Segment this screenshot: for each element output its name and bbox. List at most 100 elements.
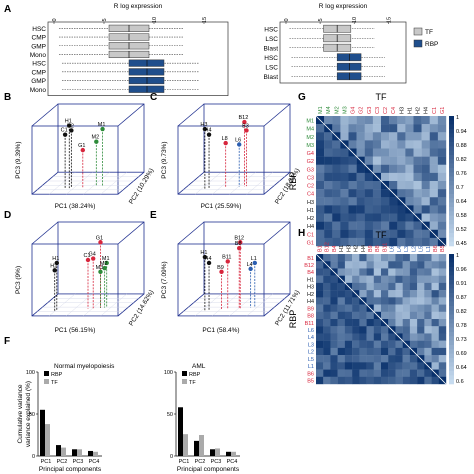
heat-cell xyxy=(356,197,365,206)
heat-cell xyxy=(424,290,432,298)
heat-g-row-label: M1 xyxy=(306,119,314,125)
heat-g-col-label: M4 xyxy=(326,106,332,114)
heat-cell xyxy=(373,347,382,356)
heat-cell xyxy=(388,347,396,356)
heat-h-row-label: B12 xyxy=(304,263,314,269)
heat-cell xyxy=(424,297,432,305)
heat-cell xyxy=(395,355,403,363)
heat-cell xyxy=(437,197,447,206)
heat-g-col-label: M3 xyxy=(342,106,348,114)
heat-cell xyxy=(344,290,353,298)
heat-h-row-label: B5 xyxy=(307,379,314,385)
box-left-box xyxy=(128,85,165,93)
heat-cell xyxy=(316,205,325,214)
heat-cell xyxy=(395,254,403,262)
heat-cell xyxy=(381,275,389,284)
bar-category-label: PC1 xyxy=(41,459,52,465)
heat-cell xyxy=(324,156,333,165)
heat-cell xyxy=(323,326,331,334)
heat-cell xyxy=(437,148,447,157)
heat-cell xyxy=(388,254,396,262)
heat-cell xyxy=(344,304,353,312)
heat-cell xyxy=(405,189,414,198)
bar-tf-pc3 xyxy=(215,448,220,456)
heat-g-scale-label: 0.88 xyxy=(456,143,467,149)
cube-back-face xyxy=(57,221,145,295)
heat-h-col-label: H3 xyxy=(346,245,352,252)
heat-cell xyxy=(397,237,406,247)
heat-h-row-label: B6 xyxy=(307,371,314,377)
heat-h-row-label: B9 xyxy=(307,306,314,312)
heat-h-col-label: L5 xyxy=(419,246,425,252)
heat-cell xyxy=(330,369,338,377)
heat-cell xyxy=(438,326,447,334)
heat-cell xyxy=(372,213,382,222)
pca-point-label: G4 xyxy=(89,252,96,258)
heat-cell xyxy=(381,268,389,276)
bar-y-tick-label: 100 xyxy=(26,370,35,376)
box-right-row-label: Blast xyxy=(264,45,279,52)
heat-cell xyxy=(437,205,447,214)
legend-swatch-tf xyxy=(413,27,423,36)
pca-point-label: B12 xyxy=(239,115,249,121)
heat-cell xyxy=(395,282,403,291)
pca-point-b3 xyxy=(244,128,249,133)
heat-cell xyxy=(359,261,367,269)
heat-g-row-label: H3 xyxy=(307,200,314,206)
heat-g-col-label: H3 xyxy=(399,107,405,114)
heat-cell xyxy=(395,268,403,276)
box-left-row-label: HSC xyxy=(32,26,46,33)
pca-point-label: B9 xyxy=(217,265,224,271)
heat-cell xyxy=(352,319,360,327)
heat-cell xyxy=(332,116,341,125)
heat-cell xyxy=(395,376,403,385)
pca-point-label: M1 xyxy=(98,122,106,128)
heat-cell xyxy=(316,304,324,312)
heat-cell xyxy=(438,261,447,269)
heat-cell xyxy=(405,213,414,222)
heat-scale-step xyxy=(449,146,454,151)
heat-cell xyxy=(337,326,346,334)
heat-cell xyxy=(359,268,367,276)
bar-rbp-pc4 xyxy=(88,450,93,456)
heat-scale-step xyxy=(449,124,454,130)
heat-cell xyxy=(421,172,430,182)
heat-cell xyxy=(372,132,382,141)
heat-cell xyxy=(366,290,374,298)
heat-cell xyxy=(431,311,439,320)
heat-h-scale-label: 0.96 xyxy=(456,267,467,273)
heat-cell xyxy=(409,319,418,327)
heat-cell xyxy=(409,326,418,334)
heat-cell xyxy=(413,197,422,206)
heat-cell xyxy=(389,140,398,149)
heat-h-row-label: B4 xyxy=(307,270,314,276)
heat-g-row-label: M4 xyxy=(306,127,314,133)
heat-cell xyxy=(337,254,346,262)
heat-h-row-label: L5 xyxy=(308,357,314,363)
heat-cell xyxy=(421,164,430,174)
heat-cell xyxy=(381,148,390,157)
heat-h-col-label: L3 xyxy=(404,246,410,252)
heat-cell xyxy=(381,140,390,149)
heat-cell xyxy=(372,164,382,174)
heat-cell xyxy=(381,290,389,298)
heat-g-row-label: G2 xyxy=(307,159,314,165)
panel-letter-e: E xyxy=(150,210,157,221)
heat-cell xyxy=(413,156,422,165)
heat-cell xyxy=(352,282,360,291)
heat-cell xyxy=(340,221,349,230)
panel-letter-d: D xyxy=(4,210,11,221)
heat-cell xyxy=(373,304,382,312)
heat-cell xyxy=(437,172,447,182)
bar-category-label: PC2 xyxy=(195,459,206,465)
heat-cell xyxy=(438,340,447,349)
heat-scale-step xyxy=(449,366,454,372)
heat-cell xyxy=(344,369,353,377)
heat-cell xyxy=(429,132,439,141)
heat-cell xyxy=(388,333,396,341)
heat-cell xyxy=(402,311,411,320)
heat-h-col-label: L6 xyxy=(390,246,396,252)
box-right-row-label: Blast xyxy=(264,74,279,81)
heat-h-col-label: B8 xyxy=(375,245,381,252)
heat-g-col-label: C2 xyxy=(383,107,389,114)
